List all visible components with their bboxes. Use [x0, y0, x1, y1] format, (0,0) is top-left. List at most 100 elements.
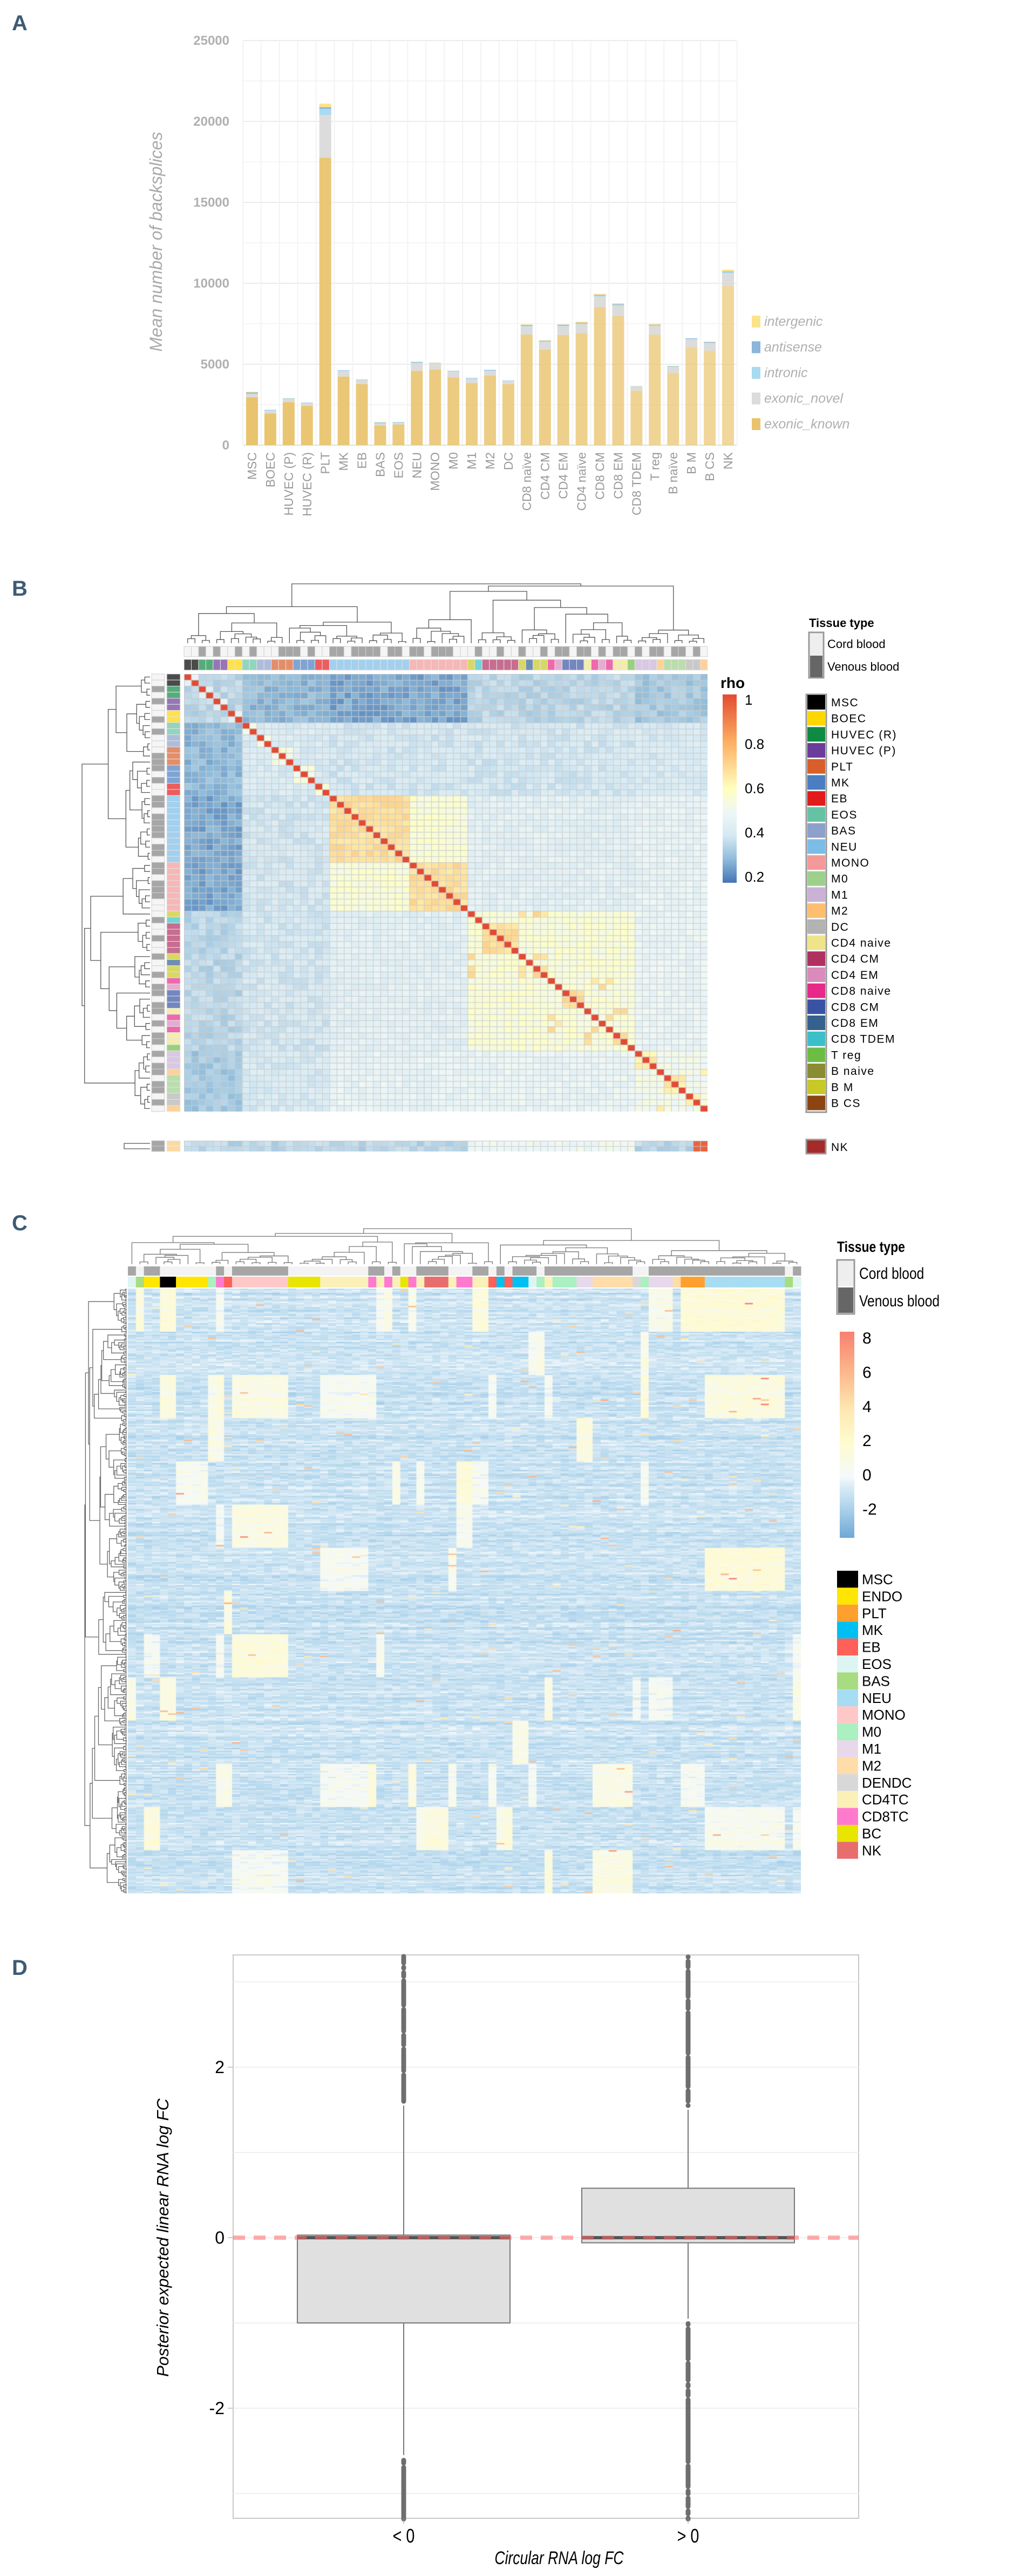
tissue-annotation-cell: [431, 646, 439, 657]
tissue-annotation-cell: [151, 1008, 165, 1015]
tissue-annotation-cell: [151, 1001, 165, 1009]
tissue-annotation-cell: [777, 1266, 785, 1276]
celltype-legend-swatch: [807, 983, 825, 998]
celltype-legend-swatch: [837, 1740, 858, 1757]
bar-segment-antisense: [612, 304, 624, 305]
tissue-annotation-cell: [151, 686, 165, 693]
celltype-annotation-cell: [166, 746, 181, 753]
celltype-annotation-cell: [511, 659, 519, 671]
bar-segment-exonic_novel: [649, 325, 661, 335]
tissue-annotation-cell: [285, 646, 294, 657]
tissue-annotation-cell: [402, 646, 410, 657]
celltype-annotation-cell: [304, 1277, 312, 1287]
celltype-annotation-cell: [166, 941, 181, 948]
tissue-annotation-cell: [712, 1266, 722, 1276]
tissue-annotation-cell: [752, 1266, 761, 1276]
celltype-annotation-cell: [518, 659, 526, 671]
tissue-annotation-cell: [151, 1050, 165, 1058]
celltype-annotation-cell: [166, 843, 181, 851]
nk-row-dendrogram: [124, 1143, 150, 1149]
tissue-annotation-cell: [474, 646, 482, 657]
tissue-annotation-cell: [151, 874, 165, 881]
celltype-annotation-cell: [166, 1032, 181, 1039]
celltype-annotation-cell: [584, 1277, 593, 1287]
tissue-annotation-cell: [151, 947, 165, 954]
celltype-annotation-cell: [648, 1277, 657, 1287]
celltype-legend-swatch: [807, 807, 825, 822]
bar-segment-exonic_novel: [520, 326, 533, 335]
x-tick-label: CD8 TDEM: [629, 452, 643, 515]
outlier-point: [685, 1968, 691, 1974]
colorbar-tick-label: 0.8: [745, 736, 764, 752]
celltype-annotation-cell: [166, 1081, 181, 1088]
tissue-annotation-cell: [151, 917, 165, 924]
x-tick-label: M1: [465, 452, 479, 469]
x-tick-label: M0: [446, 452, 460, 469]
tissue-annotation-cell: [584, 1266, 593, 1276]
celltype-legend-label: BOEC: [831, 713, 867, 725]
tissue-annotation-cell: [242, 646, 250, 657]
celltype-legend-swatch: [837, 1689, 858, 1707]
tissue-annotation-cell: [408, 1266, 417, 1276]
celltype-legend-label: CD8 CM: [831, 1001, 880, 1013]
celltype-annotation-cell: [166, 832, 181, 839]
tissue-annotation-cell: [432, 1266, 441, 1276]
tissue-annotation-cell: [151, 929, 165, 936]
bar-segment-exonic_known: [539, 349, 551, 445]
celltype-annotation-cell: [166, 959, 181, 966]
celltype-annotation-cell: [166, 1008, 181, 1015]
tissue-annotation-cell: [343, 646, 352, 657]
celltype-annotation-cell: [166, 1020, 181, 1027]
celltype-legend-label: DENDC: [862, 1775, 912, 1791]
tissue-annotation-cell: [256, 1266, 264, 1276]
tissue-annotation-cell: [151, 771, 165, 778]
celltype-annotation-cell: [554, 659, 563, 671]
panel-a-bar-chart: 0 5000 10000 15000 20000 25000 Mean number of …: [146, 33, 849, 516]
celltype-annotation-cell: [166, 1014, 181, 1021]
outlier-point: [685, 1998, 691, 2003]
celltype-annotation-cell: [672, 1277, 681, 1287]
bar-segment-exonic_known: [374, 425, 386, 445]
x-tick-label: B M: [684, 452, 698, 474]
celltype-annotation-cell: [166, 971, 181, 978]
tissue-annotation-cell: [460, 646, 468, 657]
tissue-annotation-cell: [151, 746, 165, 753]
bar-segment-exonic_known: [575, 333, 588, 445]
bar-segment-antisense: [484, 370, 496, 371]
celltype-annotation-cell: [416, 659, 425, 671]
bar-segment-intergenic: [520, 324, 533, 325]
tissue-annotation-cell: [769, 1266, 777, 1276]
tissue-annotation-cell: [656, 646, 664, 657]
tissue-annotation-cell: [151, 904, 165, 911]
bar-segment-antisense: [374, 422, 386, 423]
celltype-legend-label: B naive: [831, 1065, 875, 1078]
tissue-annotation-cell: [151, 819, 165, 827]
tissue-annotation-cell: [271, 646, 279, 657]
celltype-annotation-cell: [608, 1277, 617, 1287]
celltype-annotation-cell: [166, 856, 181, 863]
bar-segment-exonic_known: [557, 335, 569, 445]
tissue-annotation-cell: [151, 728, 165, 735]
tissue-annotation-cell: [205, 646, 214, 657]
tissue-annotation-cell: [536, 1266, 545, 1276]
celltype-annotation-cell: [166, 1038, 181, 1045]
bar-segment-exonic_known: [356, 384, 368, 445]
celltype-annotation-cell: [320, 1277, 329, 1287]
row-dendrogram: [84, 1289, 127, 1893]
tissue-annotation-cell: [151, 789, 165, 796]
celltype-annotation-cell: [627, 659, 635, 671]
bar-segment-exonic_novel: [374, 424, 386, 426]
column-dendrogram: [187, 583, 704, 643]
bar-segment-intergenic: [557, 324, 569, 325]
bar-segment-intronic: [557, 325, 569, 326]
x-tick-label: > 0: [677, 2525, 699, 2547]
nk-legend-swatch: [805, 1139, 827, 1155]
panel-label-c: C: [12, 1211, 28, 1235]
celltype-annotation-cell: [166, 1074, 181, 1082]
tissue-annotation-cell: [512, 1266, 521, 1276]
bar-segment-antisense: [337, 370, 350, 371]
celltype-legend-label: CD4TC: [862, 1791, 909, 1808]
celltype-annotation-cell: [166, 710, 181, 717]
bar-segment-exonic_novel: [575, 324, 588, 333]
tissue-annotation-cell: [504, 646, 512, 657]
